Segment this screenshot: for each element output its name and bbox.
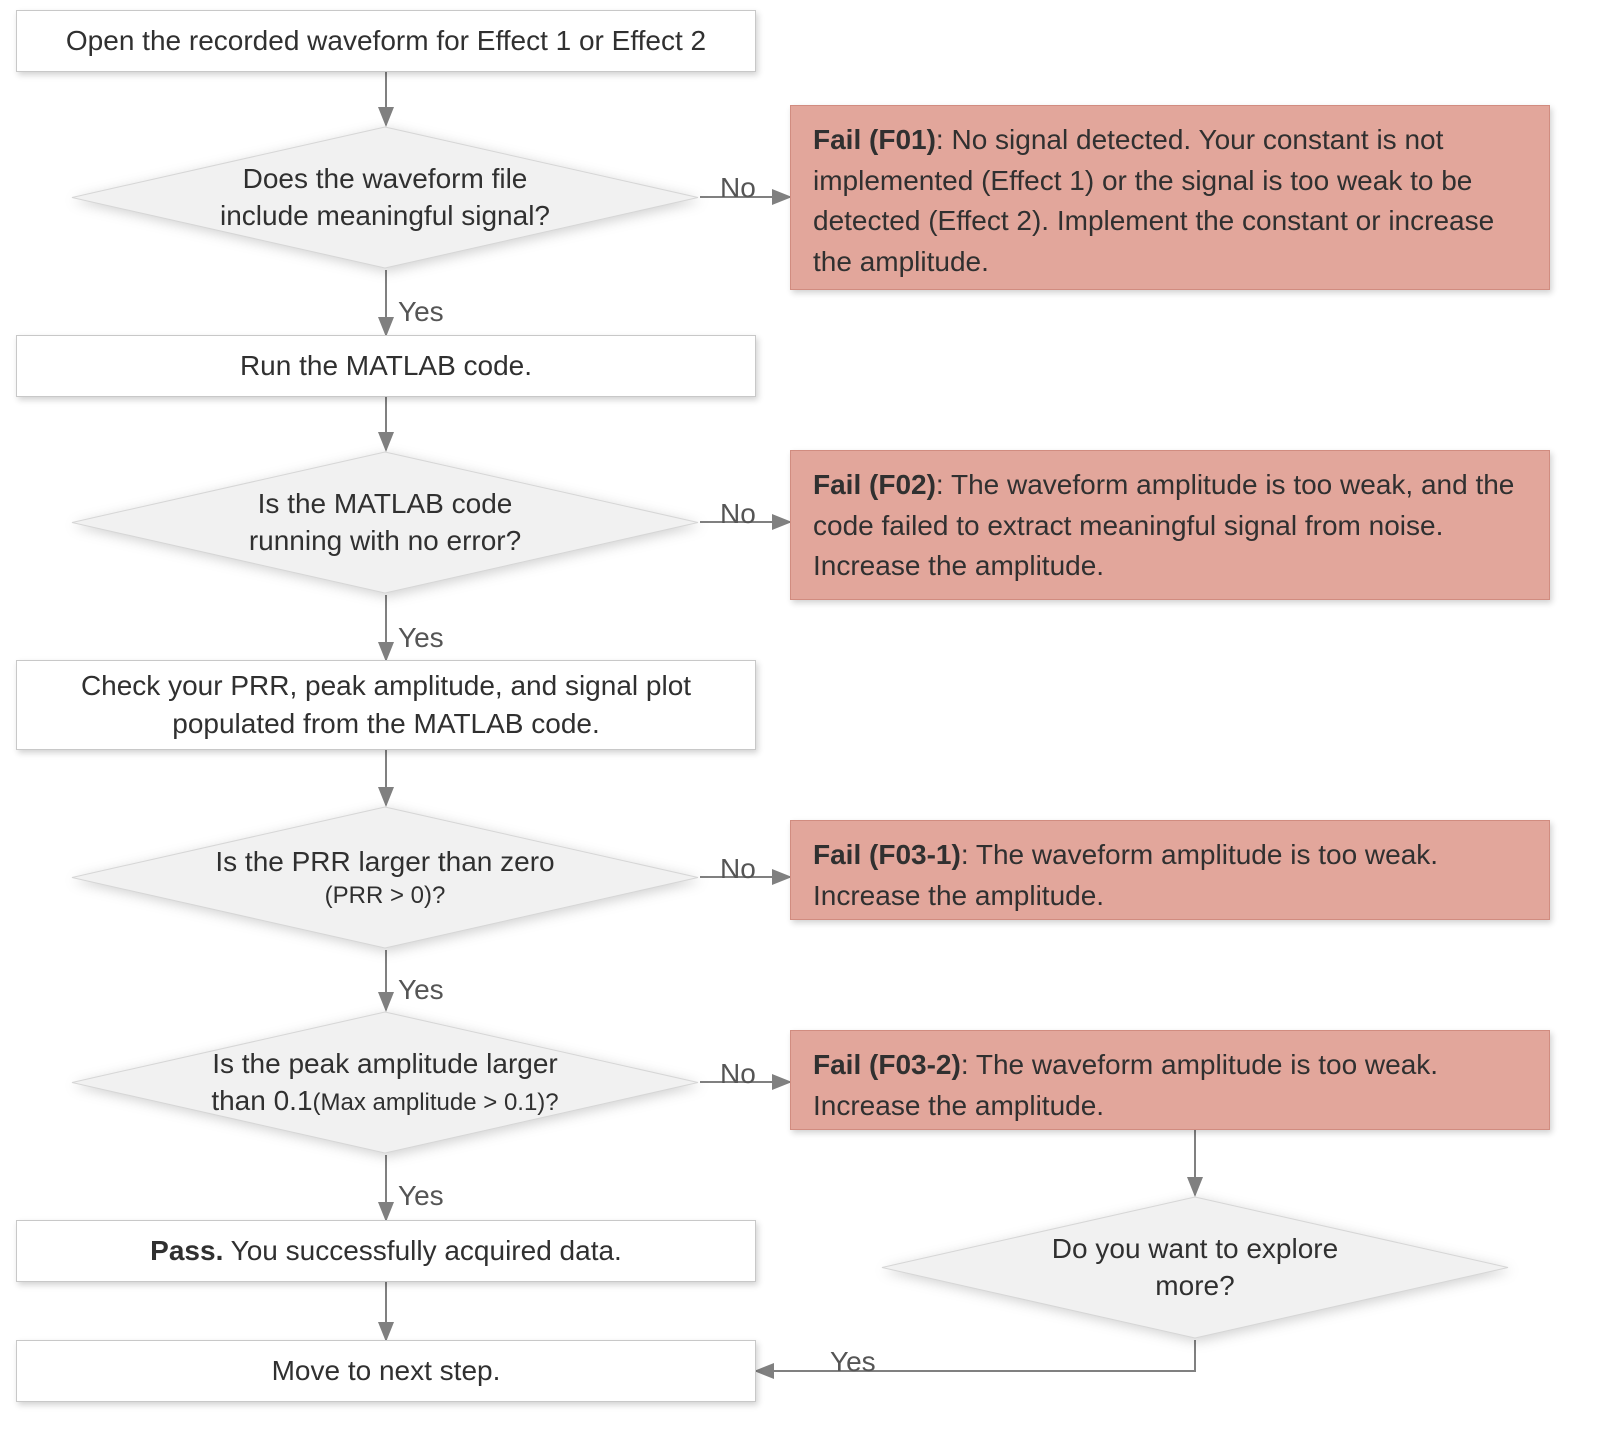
fail-code: Fail (F01) [813,124,936,155]
process-n4: Pass. You successfully acquired data. [16,1220,756,1282]
process-text: Run the MATLAB code. [240,347,532,385]
process-text: Move to next step. [272,1352,501,1390]
decision-line-small: (Max amplitude > 0.1)? [313,1089,559,1116]
decision-line: Is the MATLAB code [249,486,521,522]
fail-code: Fail (F03-2) [813,1049,961,1080]
edge-label-yes: Yes [398,622,444,654]
edge-label-yes: Yes [398,974,444,1006]
decision-text: Does the waveform fileinclude meaningful… [70,125,700,270]
decision-d5: Do you want to exploremore? [880,1195,1510,1340]
decision-text: Is the PRR larger than zero(PRR > 0)? [70,805,700,950]
decision-line: Is the peak amplitude larger [211,1046,558,1082]
fail-f01: Fail (F01): No signal detected. Your con… [790,105,1550,290]
decision-line-small: (PRR > 0)? [215,880,554,911]
decision-line: more? [1052,1268,1338,1304]
decision-line-part: than 0.1 [211,1085,312,1116]
edge-label-no: No [720,498,756,530]
edge-label-no: No [720,853,756,885]
decision-d3: Is the PRR larger than zero(PRR > 0)? [70,805,700,950]
process-text: You successfully acquired data. [223,1235,621,1266]
decision-line: than 0.1(Max amplitude > 0.1)? [211,1083,558,1119]
decision-text: Is the peak amplitude largerthan 0.1(Max… [70,1010,700,1155]
edge-label-yes: Yes [830,1346,876,1378]
decision-line: running with no error? [249,523,521,559]
process-n1: Open the recorded waveform for Effect 1 … [16,10,756,72]
decision-line: Is the PRR larger than zero [215,844,554,880]
decision-text: Is the MATLAB coderunning with no error? [70,450,700,595]
decision-d1: Does the waveform fileinclude meaningful… [70,125,700,270]
process-n5: Move to next step. [16,1340,756,1402]
flow-edge [756,1340,1195,1371]
decision-d4: Is the peak amplitude largerthan 0.1(Max… [70,1010,700,1155]
edge-label-yes: Yes [398,1180,444,1212]
decision-line: include meaningful signal? [220,198,550,234]
fail-code: Fail (F02) [813,469,936,500]
decision-text: Do you want to exploremore? [880,1195,1510,1340]
fail-f032: Fail (F03-2): The waveform amplitude is … [790,1030,1550,1130]
decision-d2: Is the MATLAB coderunning with no error? [70,450,700,595]
process-bold: Pass. [150,1235,223,1266]
decision-line: Does the waveform file [220,161,550,197]
process-n3: Check your PRR, peak amplitude, and sign… [16,660,756,750]
fail-f031: Fail (F03-1): The waveform amplitude is … [790,820,1550,920]
decision-line: Do you want to explore [1052,1231,1338,1267]
edge-label-no: No [720,1058,756,1090]
process-n2: Run the MATLAB code. [16,335,756,397]
process-text: Open the recorded waveform for Effect 1 … [66,22,706,60]
process-text: Check your PRR, peak amplitude, and sign… [35,667,737,743]
edge-label-no: No [720,172,756,204]
fail-code: Fail (F03-1) [813,839,961,870]
fail-f02: Fail (F02): The waveform amplitude is to… [790,450,1550,600]
edge-label-yes: Yes [398,296,444,328]
